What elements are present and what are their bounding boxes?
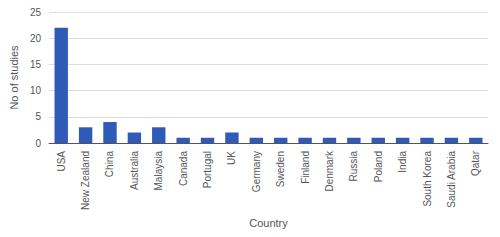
svg-text:Saudi Arabia: Saudi Arabia bbox=[446, 151, 457, 208]
svg-text:Malaysia: Malaysia bbox=[153, 151, 164, 191]
svg-text:Sweden: Sweden bbox=[275, 151, 286, 187]
svg-text:10: 10 bbox=[30, 85, 42, 96]
svg-text:Australia: Australia bbox=[129, 151, 140, 190]
svg-text:Canada: Canada bbox=[178, 151, 189, 186]
svg-text:USA: USA bbox=[56, 151, 67, 172]
svg-text:0: 0 bbox=[35, 138, 41, 149]
svg-text:China: China bbox=[104, 151, 115, 178]
svg-text:New Zealand: New Zealand bbox=[80, 151, 91, 210]
svg-text:Russia: Russia bbox=[348, 151, 359, 182]
svg-text:Qatar: Qatar bbox=[470, 150, 481, 176]
svg-text:Portugal: Portugal bbox=[202, 151, 213, 188]
svg-text:No of studies: No of studies bbox=[8, 45, 20, 110]
svg-text:Poland: Poland bbox=[373, 151, 384, 182]
svg-text:25: 25 bbox=[30, 7, 42, 18]
svg-text:Denmark: Denmark bbox=[324, 150, 335, 192]
svg-text:20: 20 bbox=[30, 33, 42, 44]
svg-text:5: 5 bbox=[35, 111, 41, 122]
svg-text:UK: UK bbox=[226, 151, 237, 165]
svg-text:15: 15 bbox=[30, 59, 42, 70]
svg-text:Germany: Germany bbox=[251, 151, 262, 192]
svg-text:South Korea: South Korea bbox=[422, 151, 433, 207]
svg-text:India: India bbox=[397, 151, 408, 173]
svg-text:Finland: Finland bbox=[300, 151, 311, 184]
svg-text:Country: Country bbox=[249, 217, 288, 229]
